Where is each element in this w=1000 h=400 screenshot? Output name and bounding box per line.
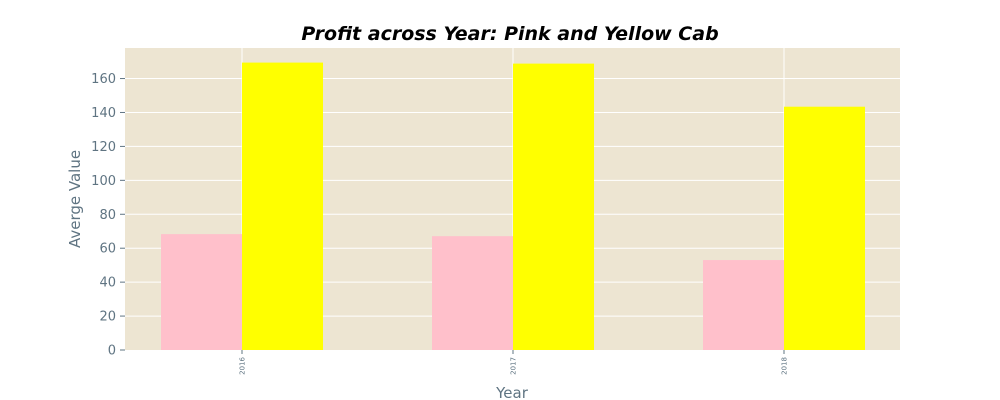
chart-title: Profit across Year: Pink and Yellow Cab [301,23,718,45]
y-tick-label: 40 [99,276,116,291]
y-tick-label: 140 [91,106,116,121]
bar-2016-series-2 [242,63,323,350]
y-tick-label: 60 [99,242,116,257]
x-tick-label: 2017 [510,357,518,375]
bar-2016-series-1 [161,234,242,350]
y-tick-label: 80 [99,208,116,223]
bar-2017-series-2 [513,64,594,350]
bar-2017-series-1 [432,236,513,350]
x-axis-label: Year [495,384,529,400]
y-tick-label: 0 [108,344,116,359]
x-tick-label: 2016 [239,356,247,374]
bar-2018-series-1 [703,260,784,350]
x-tick-label: 2018 [781,357,789,375]
bar-2018-series-2 [784,107,865,350]
y-axis-label: Averge Value [66,150,84,248]
y-tick-label: 120 [91,140,116,155]
y-tick-label: 20 [99,310,116,325]
y-tick-label: 100 [91,174,116,189]
y-tick-label: 160 [91,72,116,87]
